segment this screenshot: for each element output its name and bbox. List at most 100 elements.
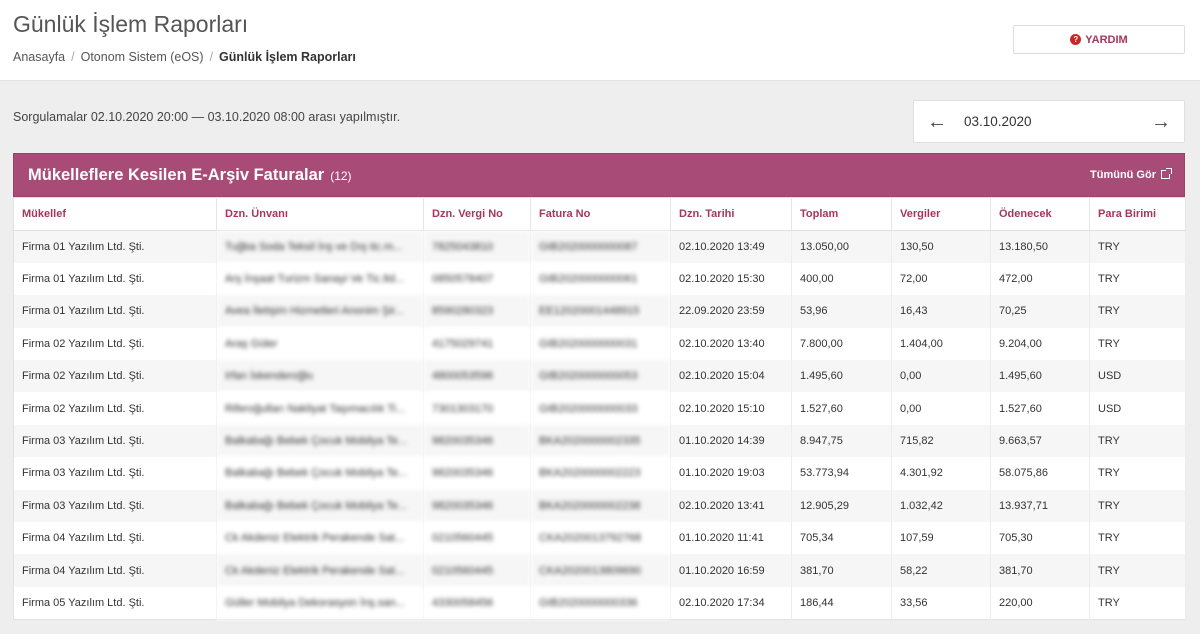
cell-dzn-vergi-no: 4330058456 [423,586,531,620]
cell-para-birimi: TRY [1089,586,1186,620]
cell-toplam: 705,34 [791,522,892,555]
cell-mukellef: Firma 05 Yazılım Ltd. Şti. [13,586,217,620]
cell-dzn-vergi-no: 9820035346 [423,489,531,523]
arrow-right-icon[interactable]: → [1151,111,1171,133]
cell-vergiler: 1.404,00 [891,327,991,361]
query-info-text: Sorgulamalar 02.10.2020 20:00 — 03.10.20… [13,110,401,124]
cell-mukellef: Firma 01 Yazılım Ltd. Şti. [13,262,217,296]
cell-odenecek: 58.075,86 [990,457,1090,490]
column-header-fatura-no[interactable]: Fatura No [530,197,671,231]
cell-fatura-no: BKA2020000002238 [530,489,671,523]
cell-para-birimi: TRY [1089,522,1186,555]
cell-toplam: 12.905,29 [791,489,892,523]
table-row[interactable]: Firma 02 Yazılım Ltd. Şti. Irfan İskender… [13,360,1186,393]
cell-para-birimi: TRY [1089,424,1186,458]
breadcrumb-separator: / [209,50,214,64]
cell-dzn-vergi-no: 0210560445 [423,554,531,587]
cell-vergiler: 33,56 [891,586,991,620]
breadcrumb: Anasayfa / Otonom Sistem (eOS) / Günlük İşle… [13,50,356,64]
cell-mukellef: Firma 04 Yazılım Ltd. Şti. [13,554,217,587]
cell-dzn-unvani: Riferoğulları Nakliyat Taşımacılık Ti... [216,392,424,425]
cell-toplam: 53.773,94 [791,457,892,490]
column-header-mukellef[interactable]: Mükellef [13,197,217,231]
cell-fatura-no: EE12020001448915 [530,295,671,328]
cell-vergiler: 1.032,42 [891,489,991,523]
breadcrumb-current: Günlük İşlem Raporları [219,50,356,64]
cell-odenecek: 381,70 [990,554,1090,587]
page-title: Günlük İşlem Raporları [13,11,249,37]
panel-title: Mükelleflere Kesilen E-Arşiv Faturalar (1… [28,166,352,185]
cell-toplam: 7.800,00 [791,327,892,361]
cell-para-birimi: TRY [1089,230,1186,263]
cell-dzn-unvani: Balkabağı Bebek Çocuk Mobilya Te... [216,489,424,523]
invoices-table: Mükellef Dzn. Ünvanı Dzn. Vergi No Fatur… [13,197,1186,620]
table-row[interactable]: Firma 01 Yazılım Ltd. Şti. Avea İletişim … [13,295,1186,328]
arrow-left-icon[interactable]: ← [927,111,947,133]
table-row[interactable]: Firma 01 Yazılım Ltd. Şti. Arş İnşaat Tur… [13,262,1186,296]
column-header-para-birimi[interactable]: Para Birimi [1089,197,1186,231]
cell-dzn-unvani: Arş İnşaat Turizm Sanayi Ve Tic.ltd... [216,262,424,296]
see-all-label: Tümünü Gör [1090,169,1156,181]
cell-dzn-tarihi: 01.10.2020 19:03 [670,457,792,490]
table-row[interactable]: Firma 02 Yazılım Ltd. Şti. Riferoğulları … [13,392,1186,425]
cell-dzn-tarihi: 02.10.2020 13:41 [670,489,792,523]
cell-vergiler: 0,00 [891,360,991,393]
cell-toplam: 53,96 [791,295,892,328]
cell-fatura-no: GIB2020000000087 [530,230,671,263]
cell-dzn-tarihi: 02.10.2020 15:30 [670,262,792,296]
cell-vergiler: 16,43 [891,295,991,328]
breadcrumb-eos[interactable]: Otonom Sistem (eOS) [80,50,204,64]
column-header-odenecek[interactable]: Ödenecek [990,197,1090,231]
cell-dzn-unvani: Irfan İskenderoğlu [216,360,424,393]
cell-dzn-tarihi: 22.09.2020 23:59 [670,295,792,328]
table-row[interactable]: Firma 03 Yazılım Ltd. Şti. Balkabağı Bebe… [13,457,1186,490]
cell-para-birimi: USD [1089,360,1186,393]
cell-vergiler: 715,82 [891,424,991,458]
cell-para-birimi: USD [1089,392,1186,425]
cell-dzn-vergi-no: 7825043810 [423,230,531,263]
table-row[interactable]: Firma 03 Yazılım Ltd. Şti. Balkabağı Bebe… [13,424,1186,458]
cell-odenecek: 9.204,00 [990,327,1090,361]
column-header-vergiler[interactable]: Vergiler [891,197,991,231]
cell-mukellef: Firma 04 Yazılım Ltd. Şti. [13,522,217,555]
cell-fatura-no: BKA2020000002223 [530,457,671,490]
column-header-dzn-tarihi[interactable]: Dzn. Tarihi [670,197,792,231]
cell-odenecek: 70,25 [990,295,1090,328]
help-button-label: YARDIM [1085,33,1128,46]
help-button[interactable]: ? YARDIM [1013,25,1185,54]
column-header-dzn-vergi-no[interactable]: Dzn. Vergi No [423,197,531,231]
cell-dzn-tarihi: 02.10.2020 15:04 [670,360,792,393]
cell-dzn-tarihi: 01.10.2020 14:39 [670,424,792,458]
table-row[interactable]: Firma 01 Yazılım Ltd. Şti. Tuğba Soda Tek… [13,230,1186,263]
current-date[interactable]: 03.10.2020 [964,114,1032,129]
cell-toplam: 400,00 [791,262,892,296]
table-row[interactable]: Firma 03 Yazılım Ltd. Şti. Balkabağı Bebe… [13,489,1186,523]
invoices-panel-header: Mükelleflere Kesilen E-Arşiv Faturalar (1… [13,153,1185,197]
table-row[interactable]: Firma 04 Yazılım Ltd. Şti. Ck Akdeniz Ele… [13,554,1186,587]
cell-mukellef: Firma 02 Yazılım Ltd. Şti. [13,327,217,361]
cell-odenecek: 1.495,60 [990,360,1090,393]
column-header-toplam[interactable]: Toplam [791,197,892,231]
table-row[interactable]: Firma 04 Yazılım Ltd. Şti. Ck Akdeniz Ele… [13,522,1186,555]
table-row[interactable]: Firma 05 Yazılım Ltd. Şti. Güller Mobilya… [13,586,1186,620]
column-header-dzn-unvani[interactable]: Dzn. Ünvanı [216,197,424,231]
see-all-link[interactable]: Tümünü Gör [1090,168,1172,181]
cell-para-birimi: TRY [1089,457,1186,490]
breadcrumb-home[interactable]: Anasayfa [13,50,66,64]
table-row[interactable]: Firma 02 Yazılım Ltd. Şti. Araş Güler 4175… [13,327,1186,361]
cell-toplam: 1.495,60 [791,360,892,393]
cell-odenecek: 472,00 [990,262,1090,296]
cell-dzn-unvani: Balkabağı Bebek Çocuk Mobilya Te... [216,457,424,490]
cell-dzn-vergi-no: 4175029741 [423,327,531,361]
cell-odenecek: 220,00 [990,586,1090,620]
cell-vergiler: 72,00 [891,262,991,296]
cell-toplam: 8.947,75 [791,424,892,458]
cell-fatura-no: BKA2020000002335 [530,424,671,458]
cell-mukellef: Firma 01 Yazılım Ltd. Şti. [13,230,217,263]
cell-dzn-vergi-no: 0210560445 [423,522,531,555]
breadcrumb-separator: / [71,50,75,64]
cell-dzn-tarihi: 02.10.2020 13:49 [670,230,792,263]
cell-para-birimi: TRY [1089,554,1186,587]
cell-dzn-unvani: Güller Mobilya Dekorasyon İnş.san... [216,586,424,620]
cell-dzn-vergi-no: 9820035346 [423,457,531,490]
